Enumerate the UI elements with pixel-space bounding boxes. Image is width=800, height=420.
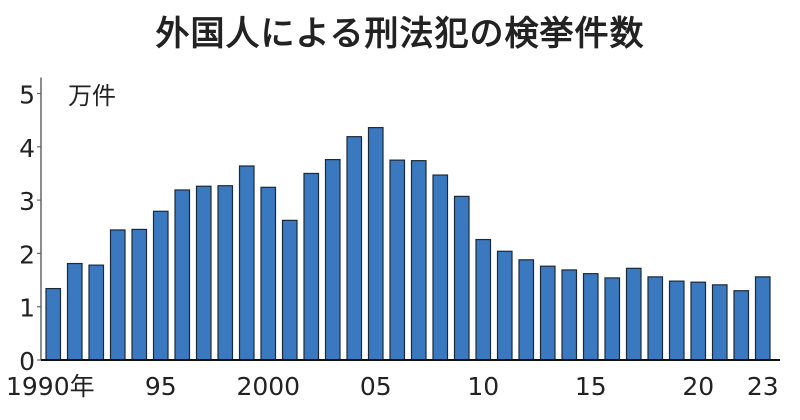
x-tick-label: 20 (682, 372, 714, 401)
bar-1993 (109, 229, 126, 361)
bar-1990 (45, 287, 62, 361)
x-tick-label: 10 (467, 372, 499, 401)
bar-2005 (367, 127, 384, 361)
bar-2010 (475, 238, 492, 361)
chart-title: 外国人による刑法犯の検挙件数 (155, 14, 645, 54)
bar-1995 (152, 210, 169, 361)
x-tick-label: 15 (575, 372, 607, 401)
bar-2003 (324, 158, 341, 361)
bar-1991 (66, 262, 83, 361)
x-tick-label: 23 (747, 372, 779, 401)
bar-2014 (561, 269, 578, 361)
y-axis-unit-label: 万件 (68, 82, 116, 110)
y-tick-label: 1 (19, 294, 35, 323)
x-tick-label: 2000 (236, 372, 300, 401)
bar-2004 (346, 136, 363, 361)
bar-2000 (260, 186, 277, 361)
bar-2011 (496, 250, 513, 361)
bar-1996 (174, 189, 191, 361)
bar-1999 (238, 165, 255, 361)
bar-2002 (303, 172, 320, 361)
bar-2019 (668, 280, 685, 361)
bar-2001 (281, 219, 298, 361)
bar-2017 (625, 267, 642, 361)
bar-2012 (518, 259, 535, 361)
bar-2023 (754, 276, 771, 361)
bar-2015 (582, 273, 599, 361)
bar-2009 (453, 195, 470, 361)
bar-2022 (733, 290, 750, 361)
bar-2013 (539, 265, 556, 361)
y-tick-label: 5 (19, 81, 35, 110)
y-tick-label: 3 (19, 187, 35, 216)
bar-2018 (647, 276, 664, 361)
bar-2008 (432, 174, 449, 361)
x-tick-label: 1990年 (6, 372, 95, 401)
bar-2007 (410, 160, 427, 361)
bar-1994 (131, 228, 148, 361)
bar-2006 (389, 159, 406, 361)
x-tick-label: 95 (145, 372, 177, 401)
bar-2020 (690, 281, 707, 361)
x-tick-label: 05 (360, 372, 392, 401)
bar-2016 (604, 277, 621, 361)
bar-1992 (88, 264, 105, 361)
bar-2021 (711, 284, 728, 361)
y-tick-label: 2 (19, 240, 35, 269)
y-tick-label: 0 (19, 347, 35, 376)
bar-1998 (217, 185, 234, 361)
bar-1997 (195, 185, 212, 361)
y-tick-label: 4 (19, 134, 35, 163)
